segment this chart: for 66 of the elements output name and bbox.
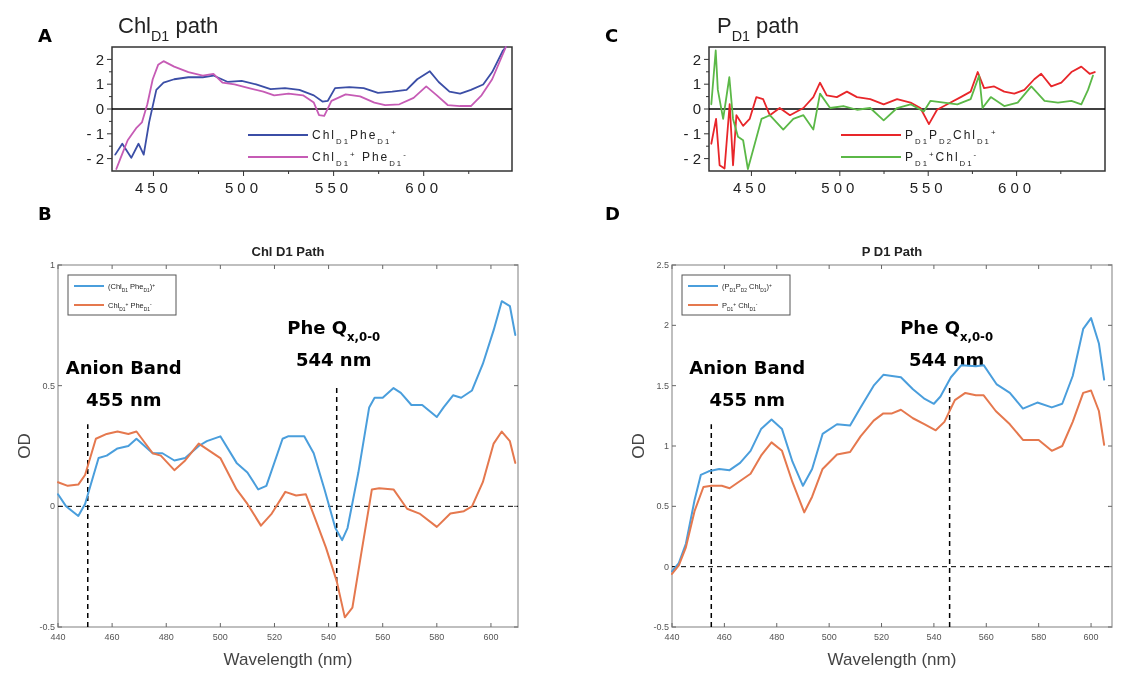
- y-tick-label: 1: [692, 75, 701, 93]
- y-tick-label: 0: [49, 501, 55, 512]
- chart-title: P$_{D1}$ path: [717, 13, 799, 44]
- y-tick-label: 0: [692, 100, 701, 118]
- y-tick-label: 2: [95, 50, 104, 68]
- x-tick-label: 460: [104, 632, 120, 642]
- x-tick-label: 600: [998, 179, 1036, 196]
- y-tick-label: - 2: [683, 149, 701, 167]
- y-axis-title: OD: [629, 433, 648, 459]
- x-axis-title: Wavelength (nm): [827, 650, 957, 669]
- text: A: [38, 25, 52, 46]
- y-axis-title: OD: [15, 433, 34, 459]
- y-tick-label: 0: [663, 561, 669, 572]
- x-tick-label: 540: [321, 632, 337, 642]
- y-tick-label: 0.5: [42, 380, 55, 391]
- x-axis-title: Wavelength (nm): [223, 650, 353, 669]
- y-tick-label: 1: [663, 441, 669, 452]
- text: C: [605, 25, 619, 46]
- x-tick-label: 450: [732, 179, 770, 196]
- x-tick-label: 560: [978, 632, 994, 642]
- line-series: [57, 300, 517, 542]
- y-tick-label: 1: [95, 75, 104, 93]
- y-tick-label: 2: [692, 50, 701, 68]
- line-series: [671, 389, 1106, 575]
- x-tick-label: 500: [225, 179, 263, 196]
- x-tick-label: 600: [405, 179, 443, 196]
- x-tick-label: 480: [158, 632, 174, 642]
- x-tick-label: 550: [315, 179, 353, 196]
- x-tick-label: 500: [821, 179, 859, 196]
- x-tick-label: 580: [429, 632, 445, 642]
- x-tick-label: 550: [909, 179, 947, 196]
- x-tick-label: 540: [926, 632, 942, 642]
- y-tick-label: 2: [663, 320, 669, 331]
- y-tick-label: 0.5: [656, 501, 669, 512]
- y-tick-label: 1: [49, 260, 55, 271]
- x-tick-label: 560: [375, 632, 391, 642]
- x-tick-label: 500: [821, 632, 837, 642]
- y-tick-label: 2.5: [656, 260, 669, 271]
- x-tick-label: 600: [483, 632, 499, 642]
- x-tick-label: 600: [1083, 632, 1099, 642]
- y-tick-label: - 1: [683, 125, 701, 143]
- x-tick-label: 520: [266, 632, 282, 642]
- x-tick-label: 450: [134, 179, 172, 196]
- x-tick-label: 520: [874, 632, 890, 642]
- chart-title: Chl$_{D1}$ path: [118, 13, 219, 44]
- y-tick-label: 1.5: [656, 380, 669, 391]
- chart-title: Chl D1 Path: [251, 244, 325, 259]
- y-tick-label: -0.5: [653, 622, 669, 633]
- ref-line-label: Anion Band 455 nm: [689, 357, 806, 411]
- y-tick-label: - 2: [86, 149, 104, 167]
- y-tick-label: - 1: [86, 125, 104, 143]
- x-tick-label: 480: [769, 632, 785, 642]
- x-tick-label: 500: [212, 632, 228, 642]
- x-tick-label: 440: [50, 632, 66, 642]
- text: D: [605, 203, 620, 224]
- y-tick-label: 0: [95, 100, 104, 118]
- chart-title: P D1 Path: [861, 244, 923, 259]
- line-series: [57, 430, 517, 619]
- ref-line-label: Phe Q$_{x,0-0}$ 544 nm: [287, 317, 381, 371]
- x-tick-label: 580: [1031, 632, 1047, 642]
- y-tick-label: -0.5: [39, 622, 55, 633]
- x-tick-label: 460: [716, 632, 732, 642]
- ref-line-label: Anion Band 455 nm: [65, 357, 182, 411]
- x-tick-label: 440: [664, 632, 680, 642]
- line-series: [671, 317, 1106, 573]
- text: B: [38, 203, 52, 224]
